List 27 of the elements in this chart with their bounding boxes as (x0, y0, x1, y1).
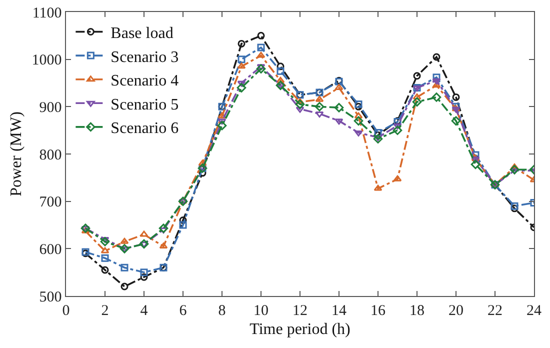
legend-label: Base load (110, 24, 174, 42)
y-tick-label: 900 (39, 100, 62, 116)
y-tick-label: 800 (39, 147, 62, 164)
x-tick-label: 6 (179, 303, 188, 320)
legend-label: Scenario 5 (110, 96, 179, 114)
y-tick-label: 700 (39, 194, 62, 211)
y-tick-label: 500 (39, 289, 62, 306)
x-tick-label: 20 (448, 303, 464, 320)
x-tick-label: 4 (140, 303, 148, 320)
legend-label: Scenario 4 (110, 72, 179, 90)
y-tick-label: 600 (39, 242, 62, 258)
x-axis-title: Time period (h) (250, 320, 350, 338)
x-tick-label: 2 (101, 303, 109, 320)
y-tick-label: 1000 (32, 52, 62, 69)
y-tick-label: 1100 (32, 5, 62, 22)
x-tick-label: 0 (62, 303, 70, 320)
x-tick-label: 24 (526, 303, 542, 320)
legend-label: Scenario 6 (110, 120, 179, 138)
x-tick-label: 16 (370, 303, 386, 320)
x-tick-label: 8 (218, 303, 226, 320)
y-axis-title: Power (MW) (8, 112, 25, 196)
x-tick-label: 14 (332, 303, 347, 320)
legend-label: Scenario 3 (110, 48, 179, 66)
x-tick-label: 18 (410, 303, 424, 320)
x-tick-label: 22 (488, 303, 502, 320)
x-tick-label: 10 (254, 303, 268, 320)
x-tick-label: 12 (292, 303, 308, 320)
